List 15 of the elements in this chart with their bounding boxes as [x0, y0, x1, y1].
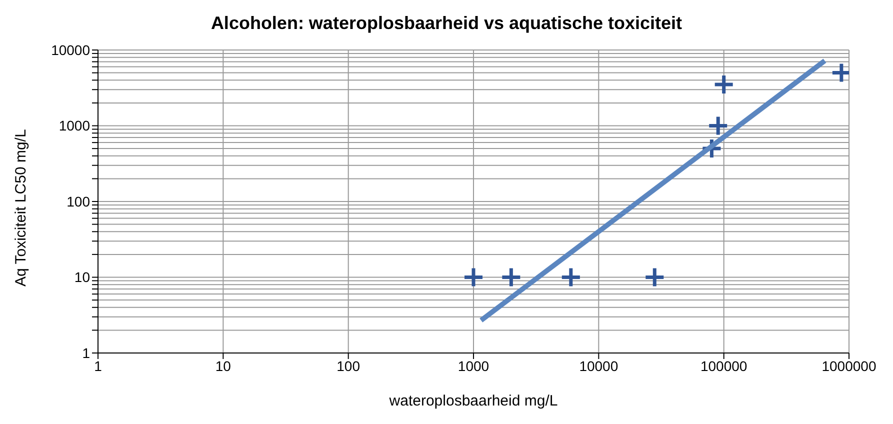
- x-tick-label: 100: [336, 358, 360, 374]
- x-tick-label: 1000: [458, 358, 490, 374]
- x-axis-title: wateroplosbaarheid mg/L: [388, 392, 558, 410]
- x-tick-label: 1: [94, 358, 102, 374]
- y-tick-label: 1000: [58, 118, 90, 134]
- y-tick-label: 10000: [51, 42, 90, 58]
- y-tick-label: 100: [66, 193, 90, 210]
- x-tick-label: 10000: [579, 358, 618, 374]
- y-tick-label: 10: [74, 269, 90, 286]
- y-axis-title: Aq Toxiciteit LC50 mg/L: [12, 129, 30, 286]
- x-tick-label: 100000: [700, 358, 748, 374]
- chart-title: Alcoholen: wateroplosbaarheid vs aquatische toxiciteit: [210, 12, 684, 35]
- y-tick-label: 1: [82, 344, 90, 361]
- x-tick-label: 10: [215, 358, 232, 374]
- x-tick-label: 1000000: [822, 358, 876, 374]
